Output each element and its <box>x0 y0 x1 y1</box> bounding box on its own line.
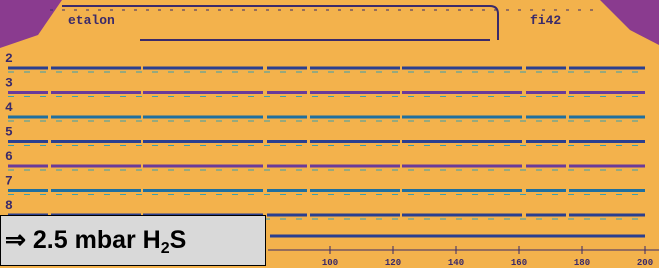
axis: 100 120 140 160 180 200 <box>268 246 659 268</box>
row-number: 8 <box>5 198 13 213</box>
axis-label: 120 <box>385 258 401 268</box>
row-number: 7 <box>5 174 13 189</box>
axis-label: 160 <box>511 258 527 268</box>
row-number: 6 <box>5 149 13 164</box>
label-subscript: 2 <box>161 240 170 257</box>
corner-right <box>600 0 659 45</box>
axis-label: 200 <box>637 258 653 268</box>
row-number: 2 <box>5 51 13 66</box>
rows: 2 3 4 5 6 7 8 <box>5 51 645 236</box>
label-prefix: ⇒ 2.5 mbar H <box>5 226 161 254</box>
axis-label: 140 <box>448 258 464 268</box>
axis-label: 180 <box>574 258 590 268</box>
corner-left <box>0 0 62 48</box>
header-right: fi42 <box>530 13 561 28</box>
row-number: 5 <box>5 125 13 140</box>
axis-label: 100 <box>322 258 338 268</box>
header-left: etalon <box>68 13 115 28</box>
row-number: 4 <box>5 100 13 115</box>
label-suffix: S <box>170 226 187 254</box>
row-number: 3 <box>5 76 13 91</box>
pressure-label: ⇒ 2.5 mbar H2S <box>0 215 266 266</box>
spectrum-image: etalon fi42 2 3 4 5 6 7 8 100 120 140 160 180 200 ⇒… <box>0 0 659 268</box>
header-frame <box>62 6 498 40</box>
